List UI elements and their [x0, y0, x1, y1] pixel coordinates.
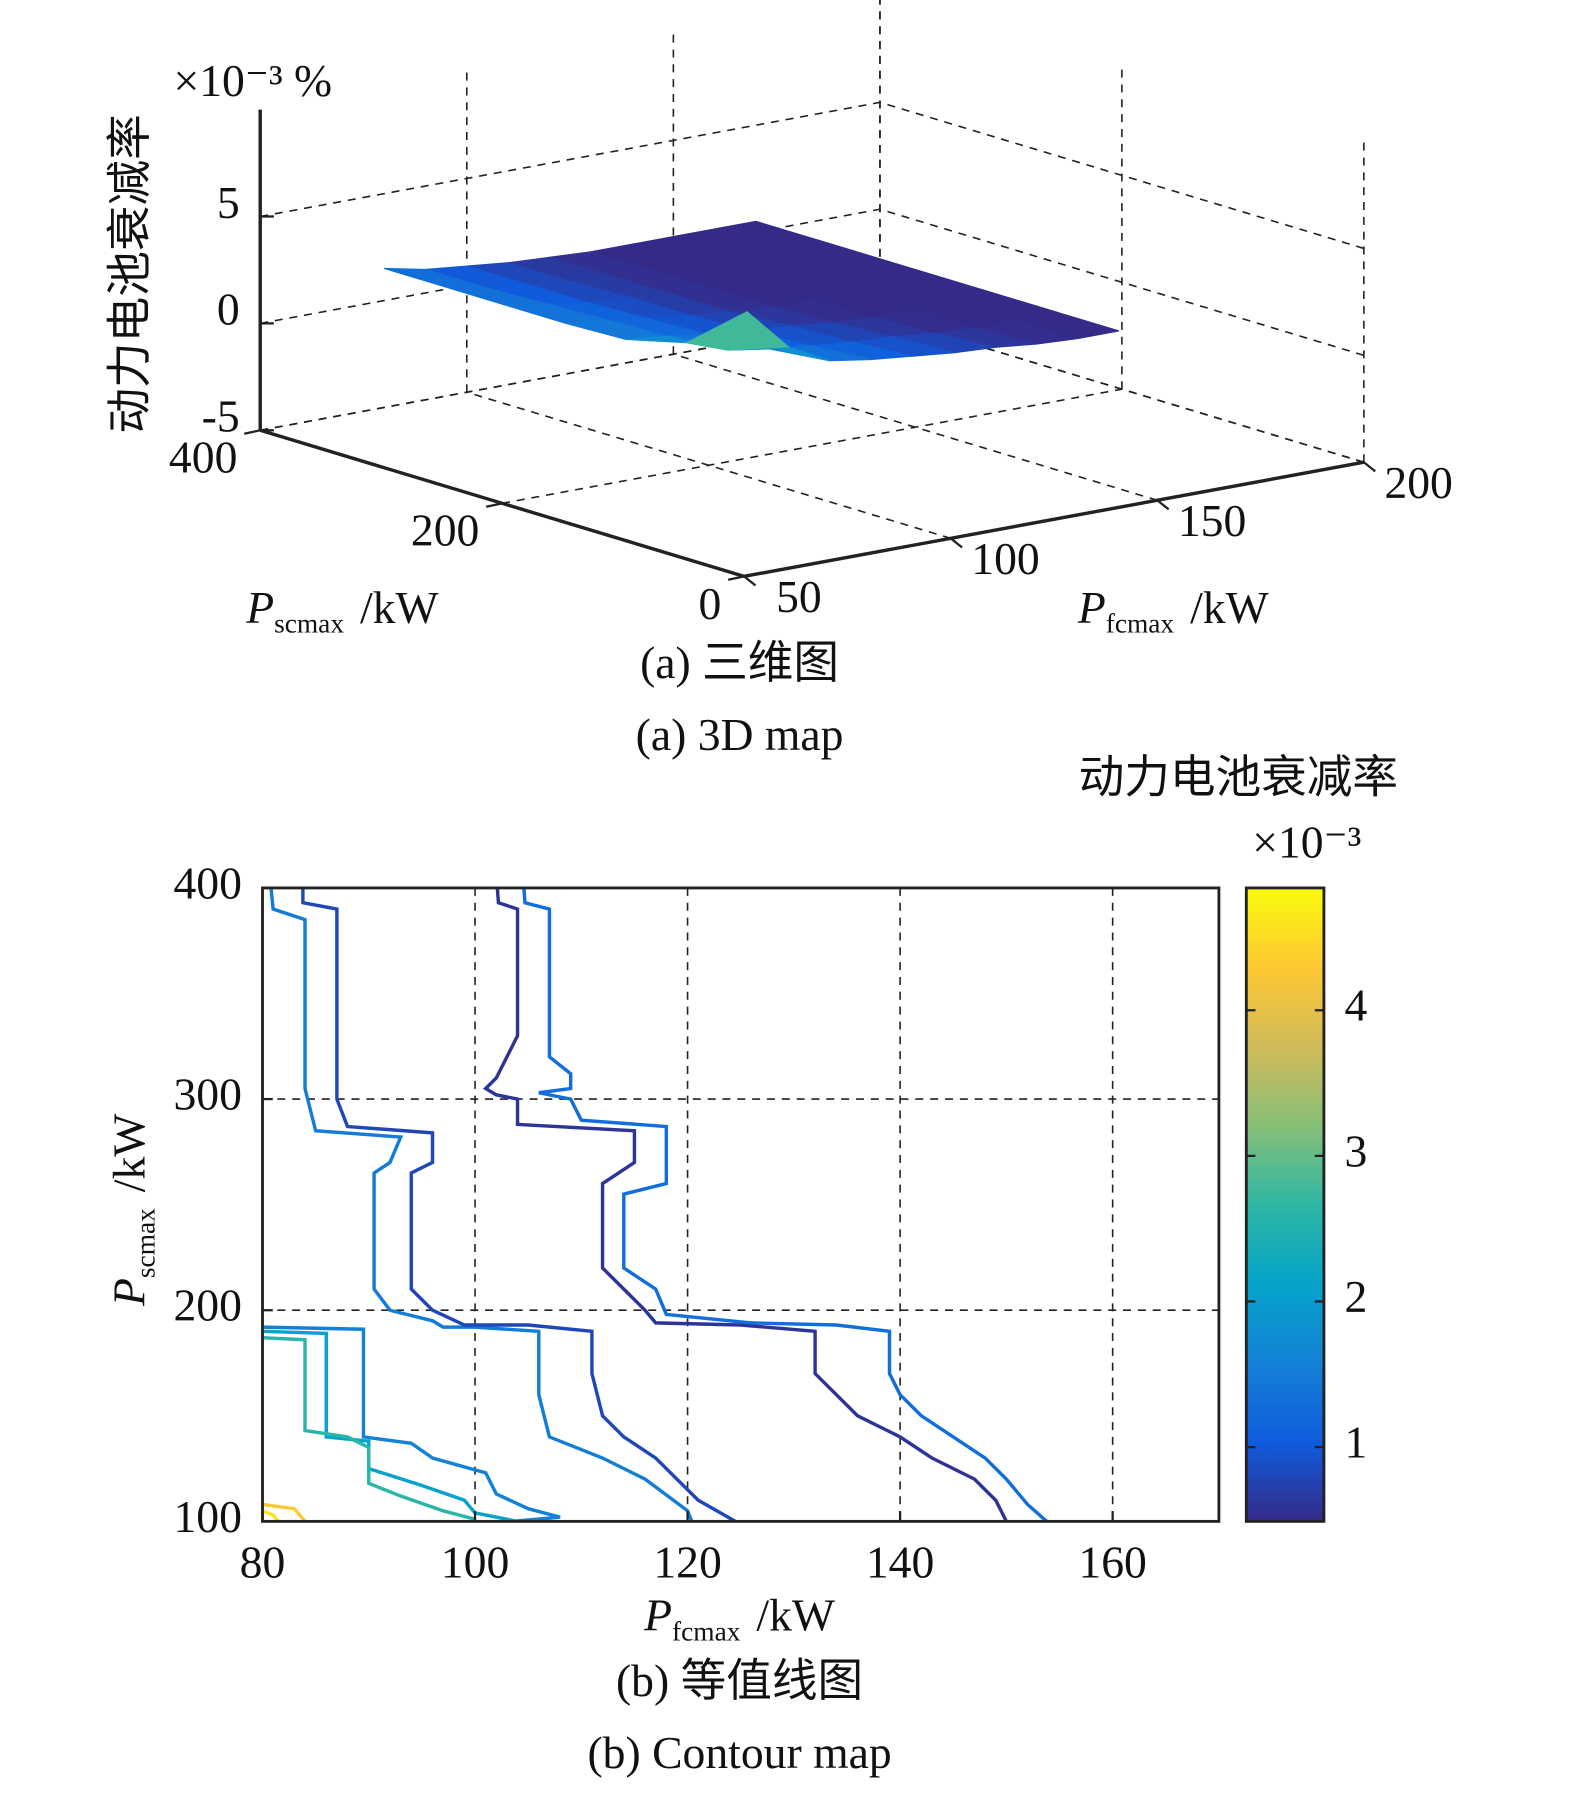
contour-chart: Pscmax/kW Pfcmax/kW (b) 等值线图 (b) Contour…	[104, 751, 1398, 1778]
x-axis-label: Pfcmax/kW	[643, 1590, 835, 1647]
tick	[727, 575, 745, 581]
y-tick-label: 300	[173, 1069, 241, 1120]
label-symbol: P	[1077, 582, 1106, 633]
colorbar	[1244, 886, 1326, 1523]
x-tick-label: 120	[653, 1536, 721, 1587]
y-tick-label: 0	[698, 578, 721, 629]
tick	[1363, 461, 1376, 473]
contour-line	[262, 1502, 307, 1522]
caption: (b) 等值线图	[616, 1655, 863, 1706]
tick	[949, 537, 963, 549]
x-tick-label: 100	[441, 1536, 509, 1587]
label-unit: /kW	[104, 1114, 155, 1193]
contour-line	[482, 887, 1008, 1522]
contour-line	[269, 887, 694, 1522]
contour-line	[262, 1325, 561, 1522]
x-tick-label: 160	[1078, 1536, 1146, 1587]
z-tick-label: 5	[217, 177, 240, 228]
contour-line	[262, 1509, 280, 1522]
caption-en: (a) 3D map	[636, 709, 844, 760]
surface-patch	[684, 311, 790, 351]
plot-frame	[261, 886, 1221, 1523]
z-tick-label: -5	[202, 391, 240, 442]
label-unit: /kW	[756, 1590, 835, 1641]
grid-line	[879, 101, 1365, 250]
z-unit: ×10⁻³ %	[173, 55, 332, 106]
x-tick-label: 200	[1384, 457, 1452, 508]
y-tick-label: 400	[169, 432, 237, 483]
label-unit: /kW	[1190, 582, 1269, 633]
surface-chart: 动力电池衰减率 ×10⁻³ % Pscmax/kW Pfcmax/kW (a) …	[104, 0, 1453, 760]
x-tick-label: 140	[866, 1536, 934, 1587]
grid-line	[260, 101, 881, 218]
label-subscript: scmax	[274, 609, 344, 639]
colorbar-tick-label: 3	[1344, 1125, 1367, 1176]
x-tick-label: 100	[971, 533, 1039, 584]
label-subscript: fcmax	[672, 1617, 741, 1647]
z-tick-label: 0	[217, 284, 240, 335]
colorbar-tick-label: 1	[1344, 1417, 1367, 1468]
y-tick-label: 200	[411, 505, 479, 556]
grid-line	[879, 208, 1365, 357]
caption: (a) 三维图	[640, 637, 839, 688]
x-axis-label: Pfcmax/kW	[1077, 582, 1269, 639]
x-tick-label: 50	[776, 571, 822, 622]
label-subscript: fcmax	[1106, 609, 1175, 639]
colorbar-multiplier: ×10⁻³	[1252, 816, 1361, 867]
colorbar-title: 动力电池衰减率	[1079, 751, 1399, 802]
x-tick-label: 80	[240, 1536, 286, 1587]
colorbar-tick-label: 4	[1344, 980, 1367, 1031]
y-tick-label: 200	[173, 1280, 241, 1331]
contour-lines	[262, 887, 1048, 1522]
x-axis	[743, 460, 1365, 579]
caption-en: (b) Contour map	[587, 1727, 891, 1778]
label-subscript: scmax	[131, 1208, 161, 1278]
tick	[485, 502, 503, 508]
y-axis-label: Pscmax/kW	[245, 582, 438, 639]
label-unit: /kW	[360, 582, 439, 633]
y-tick-label: 100	[173, 1491, 241, 1542]
y-axis-label: Pscmax/kW	[104, 1114, 161, 1307]
z-axis-label: 动力电池衰减率	[104, 114, 155, 434]
contour-line	[301, 887, 737, 1522]
surface	[383, 220, 1120, 362]
contour-line	[522, 887, 1048, 1522]
label-symbol: P	[245, 582, 274, 633]
tick	[1156, 499, 1170, 511]
contour-line	[262, 1335, 476, 1521]
x-tick-label: 150	[1178, 495, 1246, 546]
label-symbol: P	[643, 1590, 672, 1641]
label-symbol: P	[104, 1278, 155, 1307]
grid-line	[502, 388, 1123, 505]
y-tick-label: 400	[173, 857, 241, 908]
tick	[743, 575, 757, 587]
tick	[243, 429, 261, 435]
colorbar-tick-label: 2	[1344, 1271, 1367, 1322]
